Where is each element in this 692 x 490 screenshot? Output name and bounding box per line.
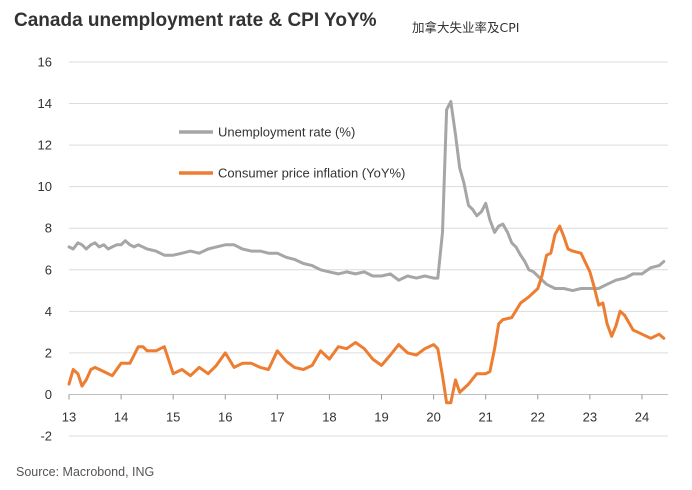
y-tick-label: 12 bbox=[38, 138, 52, 153]
series-line-unemployment bbox=[67, 100, 666, 293]
y-tick-label: 6 bbox=[45, 262, 52, 277]
x-tick-label: 17 bbox=[270, 409, 284, 424]
x-tick-label: 18 bbox=[322, 409, 336, 424]
y-tick-label: 10 bbox=[38, 179, 52, 194]
x-tick-label: 13 bbox=[62, 409, 76, 424]
series-line-cpi bbox=[67, 224, 666, 405]
source-note: Source: Macrobond, ING bbox=[16, 465, 155, 479]
x-tick-label: 20 bbox=[426, 409, 440, 424]
chart-subtitle: 加拿大失业率及CPI bbox=[412, 20, 520, 35]
legend: Unemployment rate (%) Consumer price inf… bbox=[179, 125, 405, 181]
x-tick-label: 23 bbox=[583, 409, 597, 424]
legend-label-cpi: Consumer price inflation (YoY%) bbox=[218, 166, 405, 181]
y-tick-label: 16 bbox=[38, 55, 52, 70]
y-tick-label: 2 bbox=[45, 345, 52, 360]
x-tick-label: 21 bbox=[478, 409, 492, 424]
x-tick-label: 16 bbox=[218, 409, 232, 424]
x-tick-label: 15 bbox=[166, 409, 180, 424]
y-tick-label: 8 bbox=[45, 221, 52, 236]
y-tick-label: -2 bbox=[40, 429, 52, 444]
x-tick-label: 19 bbox=[374, 409, 388, 424]
series-layer bbox=[67, 100, 666, 405]
y-tick-label: 0 bbox=[45, 387, 52, 402]
x-tick-label: 14 bbox=[114, 409, 128, 424]
x-tick-label: 24 bbox=[635, 409, 649, 424]
y-tick-label: 4 bbox=[45, 304, 52, 319]
chart-title: Canada unemployment rate & CPI YoY% bbox=[14, 10, 377, 31]
grid-layer bbox=[69, 61, 668, 437]
x-tick-label: 22 bbox=[531, 409, 545, 424]
legend-label-unemployment: Unemployment rate (%) bbox=[218, 125, 355, 140]
y-tick-label: 14 bbox=[38, 96, 52, 111]
